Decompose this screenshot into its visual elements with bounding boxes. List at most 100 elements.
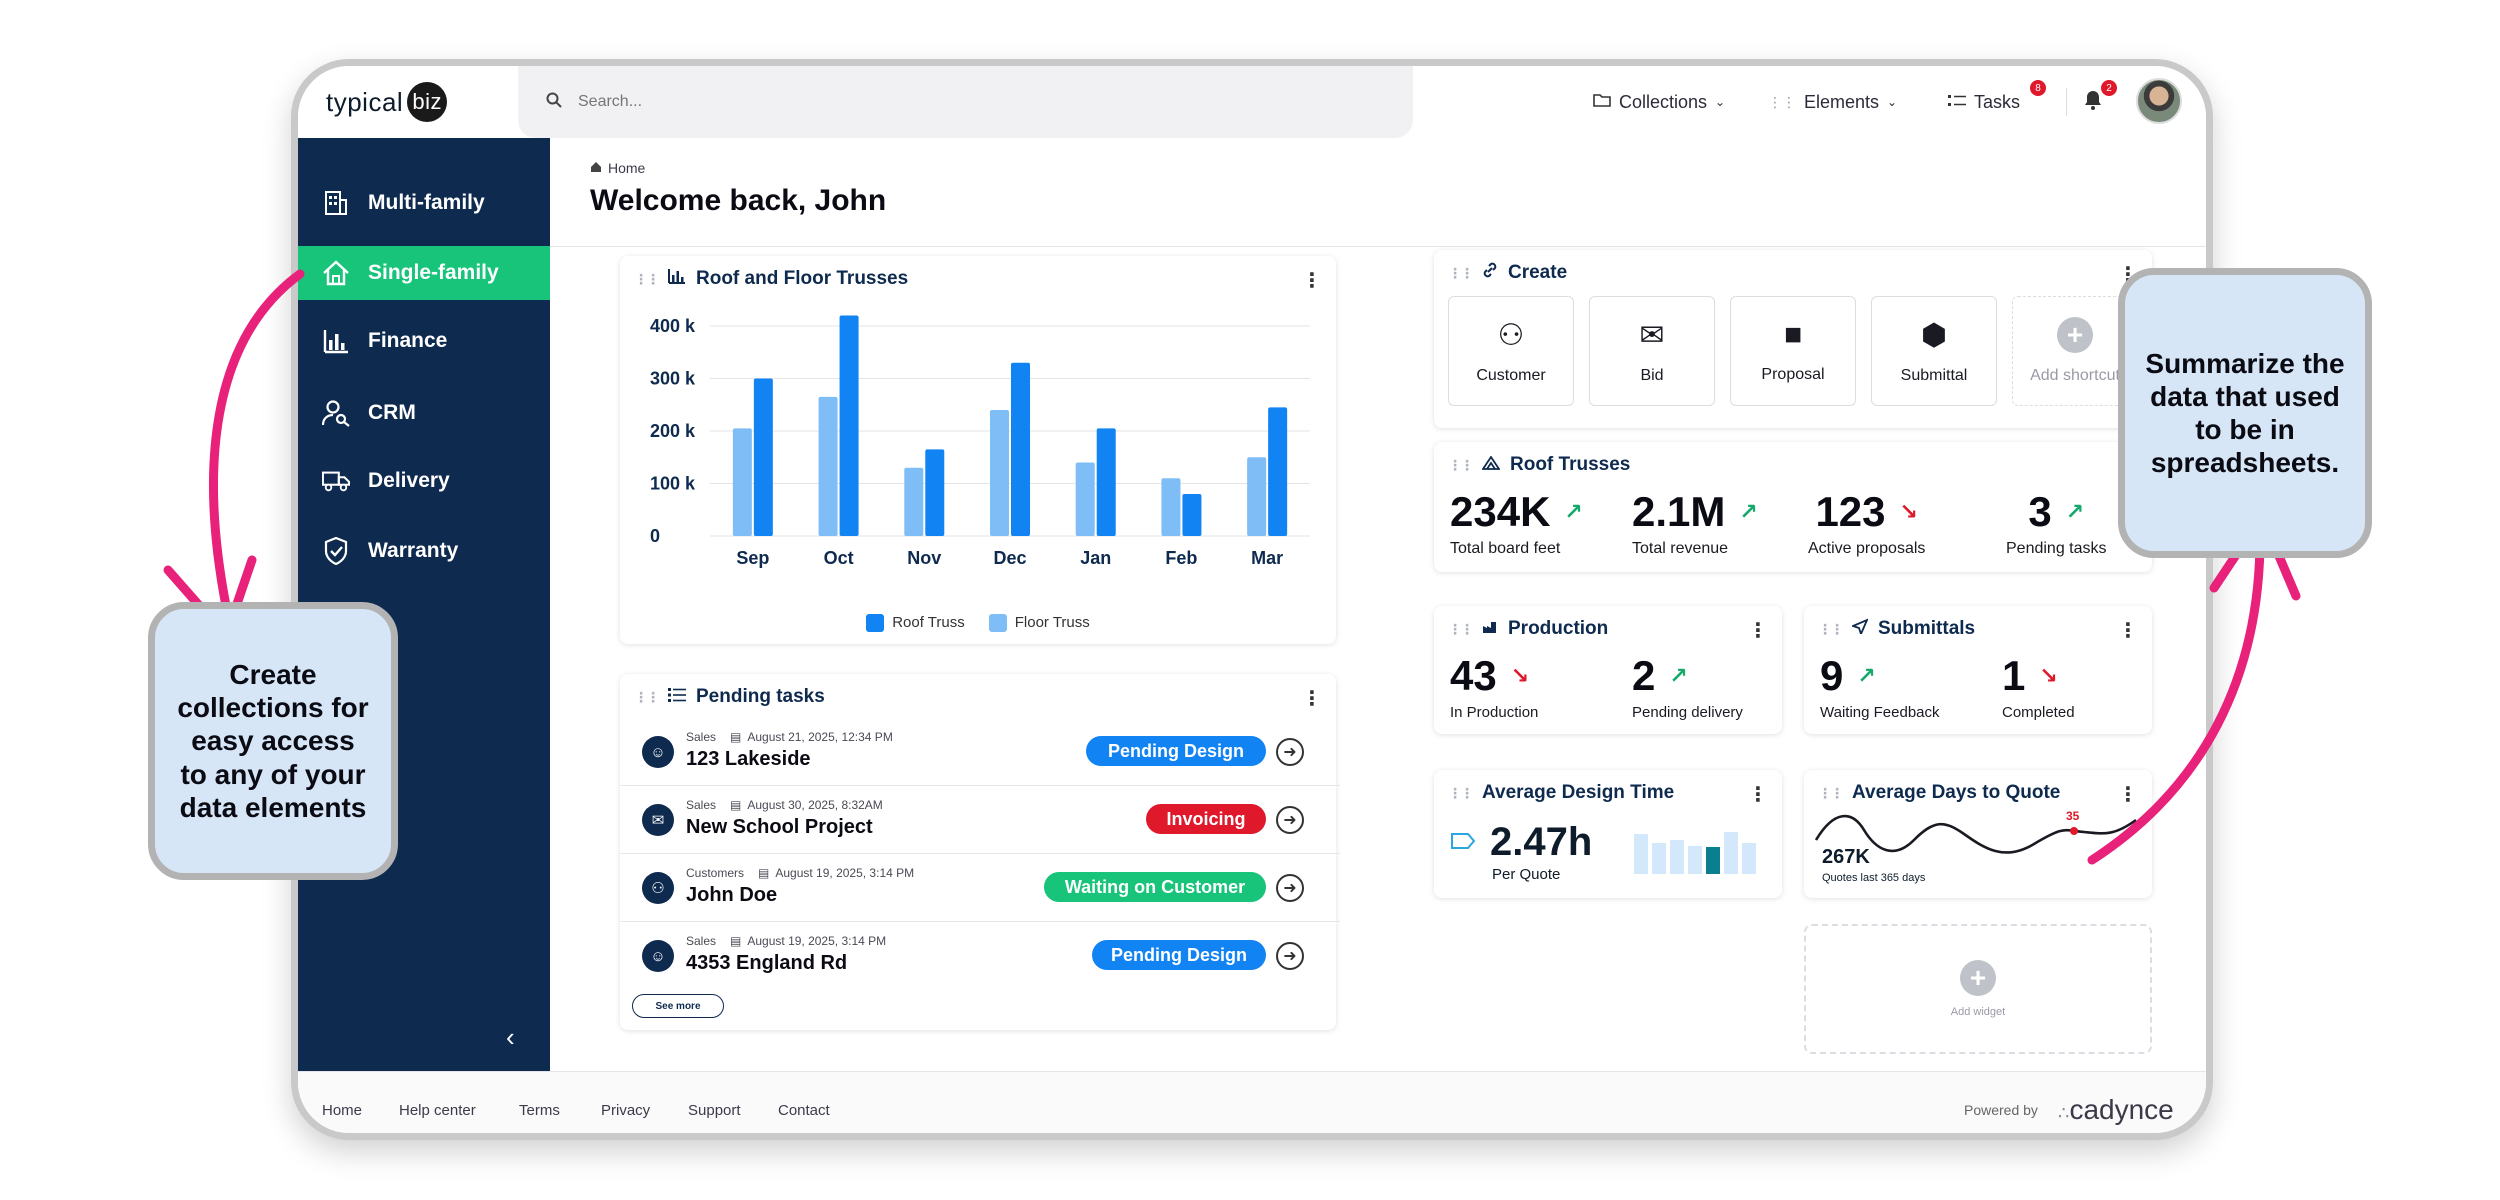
search-bar[interactable] [518,66,1413,138]
kpi-label: Total board feet [1450,540,1561,557]
arrow-right-icon[interactable]: ➜ [1276,738,1304,766]
sidebar-item-crm[interactable]: CRM [298,386,550,440]
kpi-label: In Production [1450,704,1539,721]
card-header: ⋮⋮ Roof Trusses [1448,454,1630,476]
footer-link-support[interactable]: Support [688,1102,741,1119]
drag-handle-icon[interactable]: ⋮⋮ [1448,784,1474,801]
bar-roof-truss[interactable] [839,315,859,537]
drag-handle-icon[interactable]: ⋮⋮ [1818,620,1844,637]
days-quote-value: 267K [1822,846,1870,868]
sidebar-item-warranty[interactable]: Warranty [298,524,550,578]
drag-handle-icon[interactable]: ⋮⋮ [634,688,660,705]
drag-handle-icon[interactable]: ⋮⋮ [1448,264,1474,281]
bar-floor-truss[interactable] [818,396,838,536]
drag-handle-icon[interactable]: ⋮⋮ [634,270,660,287]
cadynce-logo[interactable]: ∴cadynce [2058,1094,2174,1126]
kpi-label: Pending delivery [1632,704,1743,721]
bar-roof-truss[interactable] [925,449,945,536]
sales-icon: ☺ [642,940,674,972]
shortcut-label: Bid [1640,366,1664,384]
peak-marker [2070,827,2078,835]
bar-floor-truss[interactable] [732,428,752,536]
truss-icon [1481,454,1501,476]
kpi-pending-tasks: 3 ↗ Pending tasks [2006,488,2107,558]
spark-bar [1634,834,1648,874]
link-icon [1482,262,1498,284]
logo[interactable]: typical biz [326,76,448,128]
trend-up-icon: ↗ [1857,663,1876,688]
notifications-badge: 2 [2101,80,2117,96]
pending-tasks-card: ⋮⋮ Pending tasks ⋮ ☺ Sales ▤ August 21, … [620,674,1340,1030]
arrow-right-icon[interactable]: ➜ [1276,942,1304,970]
kpi-value: 2 [1632,652,1656,699]
more-options-icon[interactable]: ⋮ [2118,620,2138,642]
footer-link-privacy[interactable]: Privacy [601,1102,651,1119]
sidebar-item-multi-family[interactable]: Multi-family [298,176,550,230]
kpi-value: 123 [1815,488,1886,535]
x-tick-label: Nov [907,548,941,568]
kpi-value: 2.1M [1632,488,1726,535]
more-options-icon[interactable]: ⋮ [1302,270,1322,292]
tasks-menu[interactable]: Tasks [1948,66,2020,138]
kpi-label: Total revenue [1632,540,1729,557]
legend-floor-truss[interactable]: Floor Truss [988,614,1090,632]
shortcut-customer[interactable]: ⚇ Customer [1448,296,1574,406]
sidebar-item-finance[interactable]: Finance [298,314,550,368]
task-row[interactable]: ☺ Sales ▤ August 21, 2025, 12:34 PM 123 … [620,718,1340,786]
sidebar-item-single-family[interactable]: Single-family [298,246,550,300]
footer-link-home[interactable]: Home [322,1102,363,1119]
bar-floor-truss[interactable] [1161,478,1181,536]
arrow-right-icon[interactable]: ➜ [1276,874,1304,902]
add-shortcut-button[interactable]: + Add shortcut [2012,296,2138,406]
see-more-button[interactable]: See more [632,994,724,1018]
elements-menu[interactable]: ⋮⋮ Elements ⌄ [1768,66,1897,138]
y-tick-label: 100 k [650,474,696,494]
bar-floor-truss[interactable] [1247,457,1267,536]
arrow-right-icon[interactable]: ➜ [1276,806,1304,834]
spark-bar [1706,847,1720,874]
bar-roof-truss[interactable] [1011,362,1030,536]
spark-bar [1670,840,1684,874]
collapse-sidebar-button[interactable]: ‹ [506,1022,515,1052]
footer-link-contact[interactable]: Contact [778,1102,830,1119]
more-options-icon[interactable]: ⋮ [1302,688,1322,710]
drag-handle-icon[interactable]: ⋮⋮ [1818,784,1844,801]
footer-link-help[interactable]: Help center [399,1102,476,1119]
kpi-label: Active proposals [1808,540,1926,557]
bar-roof-truss[interactable] [1096,428,1116,536]
drag-handle-icon[interactable]: ⋮⋮ [1448,620,1474,637]
footer-link-terms[interactable]: Terms [519,1102,560,1119]
legend-roof-truss[interactable]: Roof Truss [866,614,965,632]
avatar[interactable] [2136,78,2182,124]
shortcut-bid[interactable]: ✉ Bid [1589,296,1715,406]
bar-floor-truss[interactable] [990,410,1009,536]
drag-handle-icon[interactable]: ⋮⋮ [1448,456,1474,473]
more-options-icon[interactable]: ⋮ [1748,620,1768,642]
task-row[interactable]: ☺ Sales ▤ August 19, 2025, 3:14 PM 4353 … [620,922,1340,990]
bar-roof-truss[interactable] [1182,494,1202,536]
notifications-button[interactable] [2084,66,2102,138]
collections-menu[interactable]: Collections ⌄ [1593,66,1725,138]
design-time-card: ⋮⋮ Average Design Time ⋮ 2.47h Per Quote [1434,770,1782,898]
left-callout: Create collections for easy access to an… [148,602,398,880]
create-card: ⋮⋮ Create ⋮ ⚇ Customer ✉ Bid ■ Proposal … [1434,250,2152,428]
card-title: Production [1508,618,1609,639]
add-widget-button[interactable]: + Add widget [1804,924,2152,1054]
breadcrumb-home[interactable]: Home [608,160,646,176]
bar-floor-truss[interactable] [1075,462,1095,537]
chart-legend: Roof Truss Floor Truss [620,614,1336,632]
bar-roof-truss[interactable] [753,378,773,537]
sidebar-item-delivery[interactable]: Delivery [298,454,550,508]
task-row[interactable]: ✉ Sales ▤ August 30, 2025, 8:32AM New Sc… [620,786,1340,854]
more-options-icon[interactable]: ⋮ [1748,784,1768,806]
bar-floor-truss[interactable] [904,467,924,536]
bar-roof-truss[interactable] [1268,407,1288,536]
shortcut-proposal[interactable]: ■ Proposal [1730,296,1856,406]
kpi-label: Pending tasks [2006,540,2107,557]
factory-icon [1482,618,1498,640]
search-input[interactable] [578,93,1178,111]
task-row[interactable]: ⚇ Customers ▤ August 19, 2025, 3:14 PM J… [620,854,1340,922]
task-meta: Sales ▤ August 21, 2025, 12:34 PM [686,730,893,744]
breadcrumb[interactable]: Home [590,160,645,176]
shortcut-submittal[interactable]: ⬢ Submittal [1871,296,1997,406]
